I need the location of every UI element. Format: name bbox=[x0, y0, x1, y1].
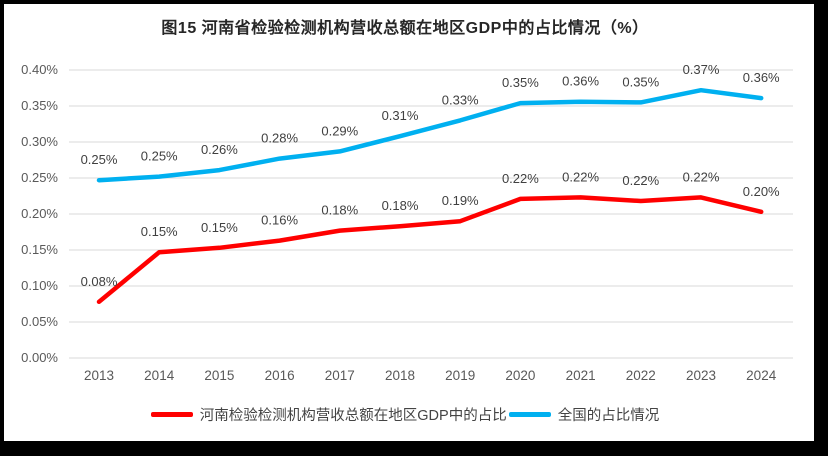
data-label: 0.22% bbox=[683, 169, 720, 184]
legend-line-blue-icon bbox=[508, 412, 551, 417]
data-label: 0.18% bbox=[321, 203, 358, 218]
x-axis-tick-label: 2020 bbox=[505, 368, 535, 383]
data-label: 0.22% bbox=[622, 173, 659, 188]
x-axis-tick-label: 2018 bbox=[385, 368, 415, 383]
x-axis-tick-label: 2017 bbox=[325, 368, 355, 383]
x-axis-tick-label: 2022 bbox=[626, 368, 656, 383]
data-label: 0.31% bbox=[382, 108, 419, 123]
y-axis-tick-label: 0.40% bbox=[21, 62, 58, 77]
data-label: 0.37% bbox=[683, 62, 720, 77]
y-axis-tick-label: 0.20% bbox=[21, 206, 58, 221]
data-label: 0.15% bbox=[141, 224, 178, 239]
data-label: 0.16% bbox=[261, 213, 298, 228]
data-label: 0.08% bbox=[81, 274, 118, 289]
x-axis-tick-label: 2015 bbox=[204, 368, 234, 383]
data-label: 0.33% bbox=[442, 92, 479, 107]
legend-line-red-icon bbox=[150, 412, 193, 417]
data-label: 0.22% bbox=[502, 171, 539, 186]
data-label: 0.26% bbox=[201, 142, 238, 157]
x-axis-tick-label: 2019 bbox=[445, 368, 475, 383]
data-label: 0.25% bbox=[81, 152, 118, 167]
x-axis-tick-label: 2023 bbox=[686, 368, 716, 383]
data-label: 0.35% bbox=[622, 74, 659, 89]
data-label: 0.36% bbox=[743, 70, 780, 85]
data-label: 0.19% bbox=[442, 193, 479, 208]
legend-label-henan: 河南检验检测机构营收总额在地区GDP中的占比 bbox=[199, 408, 507, 424]
data-label: 0.35% bbox=[502, 75, 539, 90]
x-axis-tick-label: 2021 bbox=[566, 368, 596, 383]
chart-title: 图15 河南省检验检测机构营收总额在地区GDP中的占比情况（%） bbox=[161, 20, 649, 37]
legend-label-national: 全国的占比情况 bbox=[557, 408, 660, 424]
y-axis-tick-label: 0.15% bbox=[21, 242, 58, 257]
chart-legend: 河南检验检测机构营收总额在地区GDP中的占比 全国的占比情况 bbox=[0, 404, 810, 425]
y-axis-tick-label: 0.30% bbox=[21, 134, 58, 149]
data-label: 0.25% bbox=[141, 149, 178, 164]
data-label: 0.28% bbox=[261, 131, 298, 146]
y-axis-tick-label: 0.25% bbox=[21, 170, 58, 185]
legend-item-henan: 河南检验检测机构营收总额在地区GDP中的占比 bbox=[150, 404, 507, 425]
legend-item-national: 全国的占比情况 bbox=[508, 404, 660, 425]
y-axis-tick-label: 0.10% bbox=[21, 278, 58, 293]
y-axis-tick-label: 0.00% bbox=[21, 350, 58, 365]
x-axis-tick-label: 2013 bbox=[84, 368, 114, 383]
data-label: 0.36% bbox=[562, 74, 599, 89]
chart-canvas bbox=[4, 4, 814, 441]
data-label: 0.20% bbox=[743, 184, 780, 199]
data-label: 0.22% bbox=[562, 169, 599, 184]
data-label: 0.29% bbox=[321, 123, 358, 138]
y-axis-tick-label: 0.05% bbox=[21, 314, 58, 329]
y-axis-tick-label: 0.35% bbox=[21, 98, 58, 113]
x-axis-tick-label: 2014 bbox=[144, 368, 175, 383]
data-label: 0.18% bbox=[382, 198, 419, 213]
series-line-0 bbox=[96, 195, 764, 305]
data-label: 0.15% bbox=[201, 220, 238, 235]
x-axis-tick-label: 2016 bbox=[265, 368, 295, 383]
series-line-1 bbox=[96, 87, 764, 183]
x-axis-tick-label: 2024 bbox=[746, 368, 777, 383]
